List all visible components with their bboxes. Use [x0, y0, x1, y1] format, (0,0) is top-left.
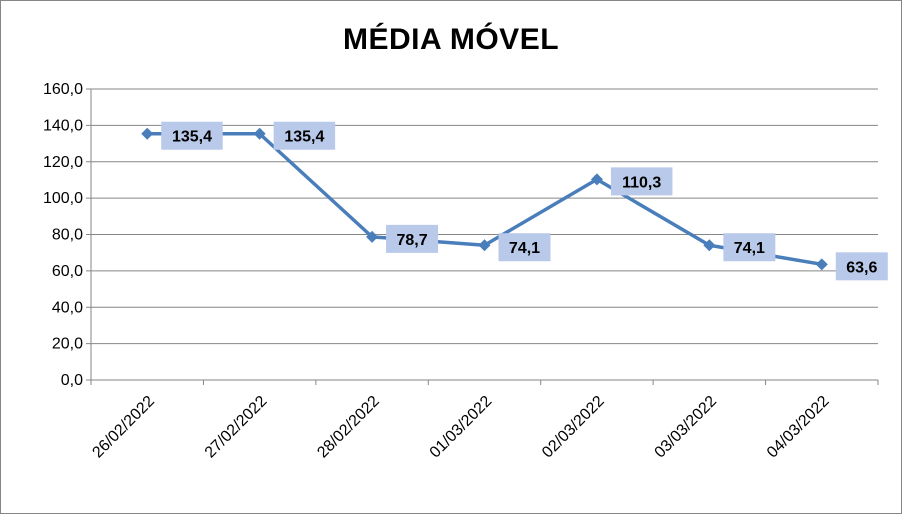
- data-label-box: [723, 233, 776, 262]
- data-label: 74,1: [734, 240, 765, 257]
- y-tick-label: 80,0: [52, 227, 83, 244]
- data-label: 74,1: [509, 240, 540, 257]
- data-label-box: [835, 252, 888, 281]
- data-point-marker: [253, 127, 266, 140]
- x-tick-label: 28/02/2022: [314, 393, 383, 462]
- data-label: 135,4: [284, 129, 324, 146]
- y-tick-label: 60,0: [52, 263, 83, 280]
- data-label-box: [273, 121, 336, 150]
- data-label: 135,4: [172, 129, 212, 146]
- data-label: 63,6: [846, 259, 877, 276]
- data-point-marker: [141, 127, 154, 140]
- chart-title: MÉDIA MÓVEL: [342, 23, 560, 56]
- data-label-box: [498, 233, 551, 262]
- y-tick-label: 20,0: [52, 336, 83, 353]
- x-tick-label: 01/03/2022: [427, 393, 496, 462]
- y-tick-label: 100,0: [43, 190, 83, 207]
- series-line-layer: [141, 127, 828, 271]
- x-tick-label: 03/03/2022: [652, 393, 721, 462]
- x-tick-label: 02/03/2022: [539, 393, 608, 462]
- data-point-marker: [703, 239, 716, 252]
- data-label-box: [610, 167, 673, 196]
- y-tick-label: 120,0: [43, 154, 83, 171]
- data-labels: 135,4 135,4 78,7 74,1 110,3 74,1 63,6: [161, 121, 888, 281]
- data-point-marker: [815, 258, 828, 271]
- data-point-marker: [366, 230, 379, 243]
- y-tick-label: 40,0: [52, 299, 83, 316]
- data-label: 110,3: [622, 174, 661, 191]
- y-tick-label: 140,0: [43, 117, 83, 134]
- x-tick-label: 27/02/2022: [202, 393, 271, 462]
- x-tick-label: 26/02/2022: [89, 393, 158, 462]
- data-label: 78,7: [397, 232, 428, 249]
- data-point-marker: [590, 173, 603, 186]
- y-tick-label: 160,0: [43, 81, 83, 98]
- x-tick-label: 04/03/2022: [764, 393, 833, 462]
- data-label-box: [386, 224, 439, 253]
- data-label-box: [161, 121, 223, 150]
- data-point-marker: [478, 239, 491, 252]
- y-tick-label: 0,0: [61, 372, 83, 389]
